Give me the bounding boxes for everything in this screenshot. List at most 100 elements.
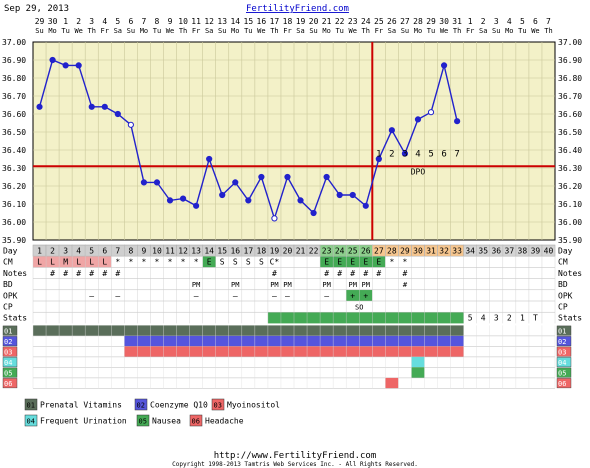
cm-cell (59, 256, 73, 268)
cm-value: * (155, 258, 160, 267)
temperature-point (140, 179, 148, 186)
date-label: 5 (115, 17, 120, 26)
weekday-label: Tu (335, 27, 343, 35)
date-label: 31 (452, 17, 462, 26)
opk-mark: – (89, 291, 94, 300)
legend-swatch (211, 398, 225, 411)
opk-mark: – (194, 291, 199, 300)
day-number: 13 (191, 247, 201, 256)
temperature-point (349, 191, 356, 199)
symptom-swatch-left (2, 357, 18, 368)
weekday-label: Sa (388, 27, 396, 35)
temperature-point (49, 56, 56, 64)
y-axis-right: 37.00 36.90 36.80 36.70 36.60 36.50 36.40 36.30… (558, 38, 582, 245)
row-label-cp: CP (3, 303, 13, 312)
y-tick-label: 36.60 (2, 110, 26, 119)
row-label-notes: Notes (3, 269, 27, 278)
legend-label: Headache (205, 417, 244, 426)
day-number: 11 (165, 247, 175, 256)
day-number: 8 (128, 247, 133, 256)
cm-cell (72, 256, 86, 268)
date-label: 1 (468, 17, 473, 26)
bd-mark: PM (192, 281, 200, 289)
weekday-label: Tu (518, 27, 526, 35)
y-tick-label: 37.00 (558, 38, 582, 47)
cm-value: * (194, 258, 199, 267)
row-label-day: Day (3, 247, 18, 256)
cm-value: * (181, 258, 186, 267)
y-tick-label: 35.90 (2, 236, 26, 245)
date-label: 14 (230, 17, 240, 26)
symptom-bar (411, 367, 425, 378)
y-tick-label: 36.30 (2, 164, 26, 173)
weekday-label: We (349, 27, 357, 35)
opk-mark: – (233, 291, 238, 300)
weekday-label: Tu (244, 27, 252, 35)
stats-bar (267, 312, 464, 324)
symptom-swatch-right (556, 346, 572, 357)
row-label-notes-right: Notes (558, 269, 582, 278)
temperature-series (36, 56, 461, 222)
legend-swatch (136, 414, 150, 427)
cm-cell (98, 256, 112, 268)
dpo-label: 6 (441, 149, 446, 159)
dpo-label: 5 (428, 149, 433, 159)
day-number: 9 (142, 247, 147, 256)
symptom-code-left: 06 (4, 380, 12, 388)
day-number: 19 (270, 247, 280, 256)
row-label-cm: CM (3, 258, 13, 267)
legend-label: Prenatal Vitamins (40, 401, 122, 410)
cm-value: L (37, 258, 42, 267)
bd-mark: PM (322, 281, 330, 289)
weekday-label: Sa (479, 27, 487, 35)
stats-countdown: 5 (468, 314, 473, 323)
note-mark: # (324, 269, 329, 278)
dpo-label: 7 (454, 149, 459, 159)
weekday-label: We (531, 27, 539, 35)
y-tick-label: 36.80 (2, 74, 26, 83)
temperature-point (440, 62, 448, 69)
temperature-point (388, 127, 395, 134)
temperature-point (414, 116, 422, 123)
day-number: 12 (178, 247, 188, 256)
temperature-point (401, 150, 409, 157)
symptom-swatch-left (2, 367, 18, 378)
footer-url[interactable]: http://www.FertilityFriend.com (214, 451, 377, 461)
day-number: 23 (322, 247, 332, 256)
dpo-label: 2 (389, 149, 394, 159)
y-tick-label: 36.50 (558, 128, 582, 137)
day-number: 14 (204, 247, 214, 256)
date-label: 1 (63, 17, 68, 26)
bd-mark: PM (270, 281, 278, 289)
day-number: 3 (63, 247, 68, 256)
temperature-point (101, 103, 108, 110)
date-label: 22 (335, 17, 345, 26)
temperature-point (219, 191, 226, 199)
date-label: 21 (322, 17, 332, 26)
day-number: 39 (531, 247, 541, 256)
temperature-point (114, 110, 121, 118)
symptom-swatch-left (2, 325, 18, 336)
day-number: 32 (439, 247, 449, 256)
cm-value: E (324, 258, 329, 267)
y-tick-label: 36.70 (558, 92, 582, 101)
cm-cell (372, 256, 386, 268)
cm-value: * (142, 258, 147, 267)
symptom-code-left: 03 (4, 348, 12, 356)
bd-mark: PM (349, 281, 357, 289)
cm-cell (202, 256, 216, 268)
opk-mark: – (285, 291, 290, 300)
date-label: 24 (361, 17, 371, 26)
day-number: 2 (50, 247, 55, 256)
date-label: 11 (191, 17, 201, 26)
y-tick-label: 36.70 (2, 92, 26, 101)
day-number: 18 (257, 247, 267, 256)
stats-countdown: T (533, 314, 538, 323)
site-link[interactable]: FertilityFriend.com (246, 4, 349, 14)
weekday-label: Sa (205, 27, 213, 35)
legend-code: 02 (137, 402, 145, 410)
symptom-code-left: 05 (4, 369, 12, 377)
temperature-point (284, 173, 291, 181)
date-label: 30 (439, 17, 449, 26)
